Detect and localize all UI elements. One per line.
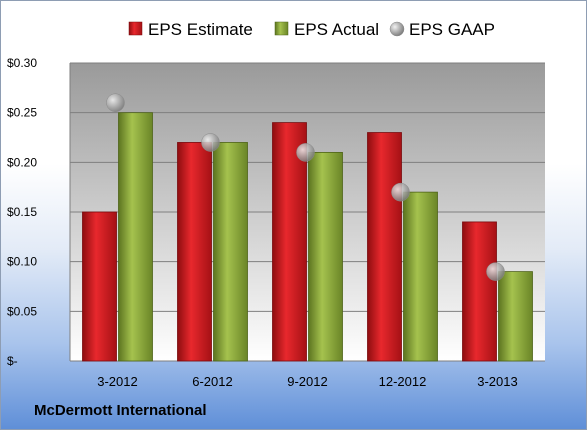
x-tick-label: 3-2012 <box>97 374 137 389</box>
y-tick-label: $0.25 <box>7 106 37 120</box>
x-tick-label: 9-2012 <box>287 374 327 389</box>
y-tick-label: $0.30 <box>7 56 37 70</box>
eps-actual-bar <box>498 271 533 362</box>
eps-gaap-marker <box>201 133 220 152</box>
x-tick-label: 6-2012 <box>192 374 232 389</box>
eps-actual-bar <box>403 191 438 362</box>
eps-actual-bar <box>213 142 248 362</box>
legend-label: EPS Actual <box>294 20 379 39</box>
eps-estimate-bar <box>367 132 402 362</box>
legend-swatch-gaap <box>389 21 405 37</box>
legend-swatch-estimate <box>128 21 143 36</box>
eps-gaap-marker <box>296 143 315 162</box>
y-tick-label: $0.10 <box>7 255 37 269</box>
legend-label: EPS GAAP <box>409 20 495 39</box>
eps-estimate-bar <box>272 122 307 362</box>
x-tick-label: 12-2012 <box>379 374 427 389</box>
y-tick-label: $0.15 <box>7 205 37 219</box>
eps-gaap-marker <box>391 182 410 202</box>
eps-estimate-bar <box>462 221 497 362</box>
company-name: McDermott International <box>34 402 207 419</box>
eps-gaap-marker <box>106 93 125 112</box>
eps-gaap-marker <box>486 262 505 281</box>
eps-actual-bar <box>308 151 343 362</box>
legend-label: EPS Estimate <box>148 20 253 39</box>
y-tick-label: $0.05 <box>7 304 37 318</box>
y-tick-label: $0.20 <box>7 155 37 169</box>
eps-actual-bar <box>118 112 153 362</box>
eps-estimate-bar <box>82 211 117 362</box>
legend-swatch-actual <box>274 21 289 36</box>
eps-estimate-bar <box>177 142 212 362</box>
y-tick-label: $- <box>7 354 18 368</box>
x-tick-label: 3-2013 <box>477 374 517 389</box>
